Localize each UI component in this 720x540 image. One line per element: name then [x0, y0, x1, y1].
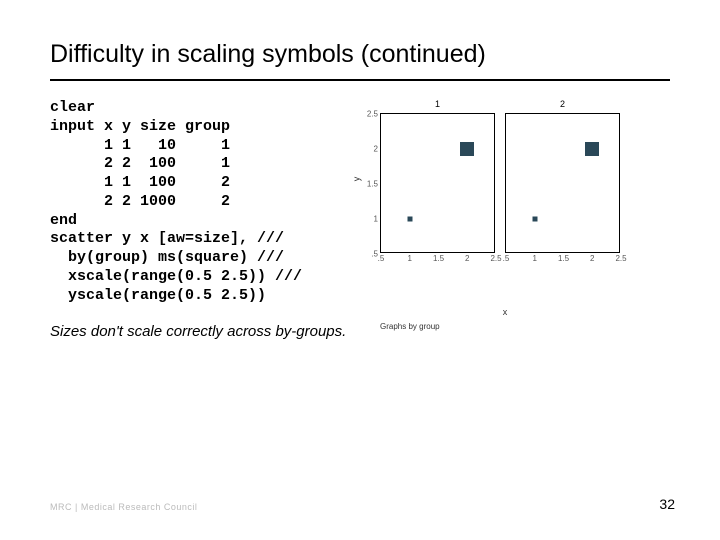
footer-logo: MRC | Medical Research Council	[50, 502, 197, 512]
chart-panel: .511.522.5	[505, 113, 620, 253]
scatter-marker	[460, 142, 474, 156]
ytick-label: 2	[374, 145, 378, 154]
facet-title: 1	[380, 99, 495, 109]
xtick-label: 1.5	[433, 254, 444, 263]
scatter-marker	[585, 142, 599, 156]
title-divider	[50, 79, 670, 81]
scatter-chart: y 1.511.522.5.511.522.52.511.522.5 x Gra…	[370, 99, 640, 309]
scatter-marker	[532, 217, 537, 222]
xtick-label: 2.5	[490, 254, 501, 263]
xtick-label: 1	[408, 254, 412, 263]
left-column: clear input x y size group 1 1 10 1 2 2 …	[50, 99, 350, 342]
xtick-label: 2	[465, 254, 469, 263]
scatter-marker	[407, 217, 412, 222]
xtick-label: .5	[503, 254, 510, 263]
ytick-label: 2.5	[367, 110, 378, 119]
xtick-label: 1	[533, 254, 537, 263]
caption-text: Sizes don't scale correctly across by-gr…	[50, 323, 350, 342]
xtick-label: .5	[378, 254, 385, 263]
xtick-label: 2	[590, 254, 594, 263]
code-block: clear input x y size group 1 1 10 1 2 2 …	[50, 99, 350, 305]
chart-panel: .511.522.5.511.522.5	[380, 113, 495, 253]
facet-container: 1.511.522.5.511.522.52.511.522.5	[380, 99, 640, 279]
ytick-label: 1.5	[367, 180, 378, 189]
ytick-label: 1	[374, 215, 378, 224]
page-number: 32	[659, 496, 675, 512]
xtick-label: 2.5	[615, 254, 626, 263]
bygroup-label: Graphs by group	[380, 322, 440, 331]
facet-title: 2	[505, 99, 620, 109]
slide: Difficulty in scaling symbols (continued…	[0, 0, 720, 540]
xtick-label: 1.5	[558, 254, 569, 263]
x-axis-label: x	[370, 307, 640, 317]
page-title: Difficulty in scaling symbols (continued…	[50, 40, 670, 69]
content-row: clear input x y size group 1 1 10 1 2 2 …	[50, 99, 670, 342]
y-axis-label: y	[351, 177, 361, 182]
